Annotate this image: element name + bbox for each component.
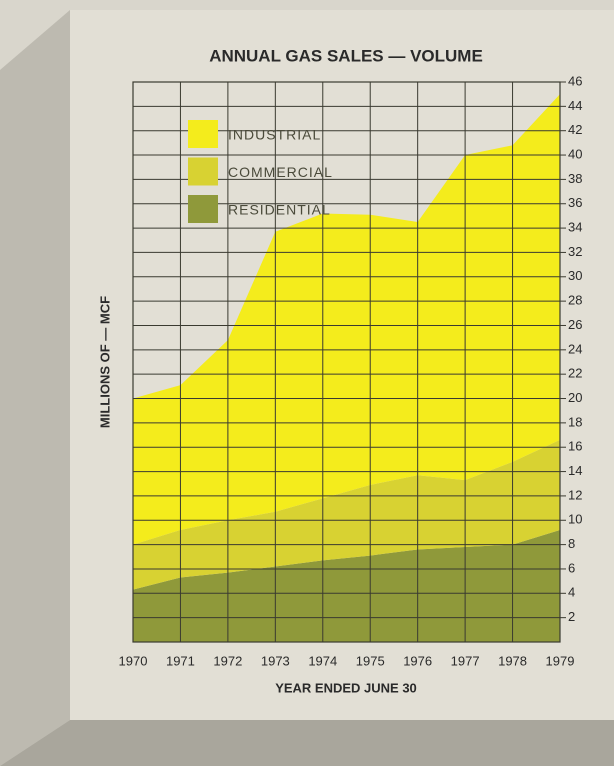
box-bottom — [0, 720, 614, 766]
y-tick-label: 8 — [568, 536, 575, 551]
y-tick-label: 30 — [568, 268, 582, 283]
y-tick-label: 34 — [568, 220, 582, 235]
y-tick-label: 46 — [568, 73, 582, 88]
area — [133, 439, 560, 590]
legend-swatch — [188, 157, 218, 186]
plot-frame — [132, 81, 561, 643]
plot-area — [132, 81, 566, 643]
y-tick-label: 20 — [568, 390, 582, 405]
y-tick-label: 14 — [568, 463, 582, 478]
x-tick-label: 1973 — [261, 653, 290, 668]
y-tick-label: 12 — [568, 487, 582, 502]
x-tick-label: 1971 — [166, 653, 195, 668]
y-tick-label: 32 — [568, 244, 582, 259]
y-tick-label: 40 — [568, 146, 582, 161]
y-tick-label: 38 — [568, 171, 582, 186]
x-tick-label: 1972 — [213, 653, 242, 668]
y-tick-label: 36 — [568, 195, 582, 210]
x-tick-label: 1976 — [403, 653, 432, 668]
y-tick-label: 26 — [568, 317, 582, 332]
y-tick-label: 10 — [568, 512, 582, 527]
y-tick-label: 2 — [568, 609, 575, 624]
y-tick-label: 28 — [568, 293, 582, 308]
y-tick-label: 44 — [568, 98, 582, 113]
area — [133, 94, 560, 545]
x-tick-label: 1975 — [356, 653, 385, 668]
x-tick-label: 1979 — [546, 653, 575, 668]
legend-text: COMMERCIAL — [228, 164, 333, 180]
legend-text: RESIDENTIAL — [228, 202, 331, 218]
y-tick-label: 18 — [568, 414, 582, 429]
box-side — [0, 10, 70, 766]
area — [133, 530, 560, 642]
legend-swatch — [188, 120, 218, 148]
y-tick-label: 4 — [568, 585, 575, 600]
legend-swatch — [188, 195, 218, 223]
x-tick-label: 1978 — [498, 653, 527, 668]
y-tick-label: 6 — [568, 560, 575, 575]
y-tick-label: 16 — [568, 439, 582, 454]
x-axis-label: YEAR ENDED JUNE 30 — [275, 680, 417, 695]
y-tick-label: 24 — [568, 341, 582, 356]
x-tick-label: 1977 — [451, 653, 480, 668]
y-axis-label: MILLIONS OF — MCF — [97, 296, 112, 428]
y-tick-label: 42 — [568, 122, 582, 137]
legend-text: INDUSTRIAL — [228, 127, 321, 143]
x-tick-label: 1970 — [119, 653, 148, 668]
y-tick-label: 22 — [568, 366, 582, 381]
x-tick-label: 1974 — [308, 653, 337, 668]
chart-title: ANNUAL GAS SALES — VOLUME — [209, 46, 483, 65]
